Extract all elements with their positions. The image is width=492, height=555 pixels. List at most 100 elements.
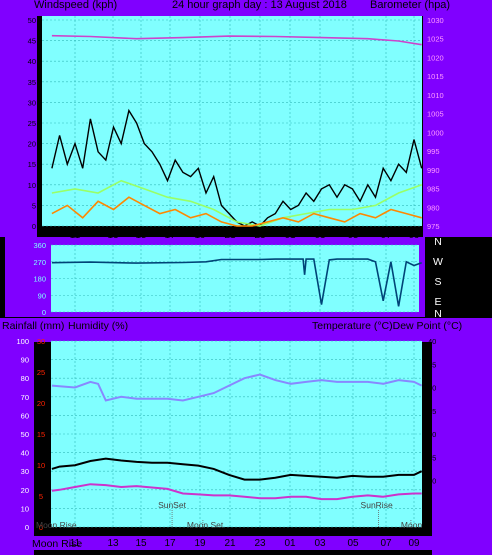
wind-axis-tick: 40 [28, 57, 36, 66]
wind-time-tick: 11 [70, 230, 81, 241]
wind-time-tick: 07 [380, 230, 392, 241]
sunrise-label: SunRise [361, 500, 393, 510]
temp-time-tick: 09 [408, 538, 420, 549]
direction-axis-tick: 0 [42, 308, 46, 317]
moon-right-label: Moon [401, 520, 423, 530]
humidity-axis-tick: 30 [21, 467, 29, 476]
compass-label: N [434, 236, 442, 248]
rain-axis-tick: 5 [39, 492, 43, 501]
compass-label: E [434, 296, 441, 308]
barometer-axis-tick: 1020 [427, 53, 444, 62]
wind-axis-tick: 15 [28, 160, 36, 169]
barometer-axis-tick: 990 [427, 166, 440, 175]
wind-time-tick: 23 [254, 230, 266, 241]
temp-time-tick: 13 [107, 538, 119, 549]
wind-time-tick: 21 [224, 230, 236, 241]
temp-time-tick: 21 [224, 538, 236, 549]
rain-axis-tick: 30 [37, 337, 45, 346]
wind-axis-tick: 45 [28, 37, 36, 46]
humidity-line [51, 373, 423, 402]
wind-time-tick: 05 [347, 230, 359, 241]
direction-axis-tick: 90 [38, 291, 46, 300]
barometer-axis-title: Barometer (hpa) [370, 0, 451, 11]
barometer-line [51, 34, 422, 46]
wind-axis-tick: 5 [32, 201, 36, 210]
wind-time-tick: 15 [135, 230, 147, 241]
humidity-axis-tick: 20 [21, 486, 29, 495]
compass-label: S [434, 276, 441, 288]
rain-axis-tick: 0 [39, 523, 43, 532]
temp-time-tick: 11 [70, 538, 81, 549]
wind-axis-tick: 10 [28, 181, 36, 190]
rain-axis-tick: 20 [37, 399, 45, 408]
barometer-axis-tick: 1025 [427, 35, 444, 44]
wind-axis-tick: 30 [28, 98, 36, 107]
header-strip [0, 0, 492, 9]
temperature-axis-tick: 30 [428, 384, 436, 393]
barometer-axis-tick: 1005 [427, 110, 444, 119]
temperature-axis-tick: 0 [428, 523, 432, 532]
temperature-line [51, 457, 423, 481]
compass-label: W [433, 256, 443, 268]
humidity-axis-tick: 60 [21, 411, 29, 420]
compass-label: N [434, 308, 442, 320]
wind-axis-tick: 25 [28, 119, 36, 128]
wind-time-tick: 17 [164, 230, 176, 241]
barometer-axis-tick: 995 [427, 147, 440, 156]
temperature-axis-tick: 25 [428, 407, 436, 416]
barometer-axis-tick: 1010 [427, 91, 444, 100]
wind-time-tick: 01 [284, 230, 296, 241]
left-purple-band-bottom [0, 334, 34, 555]
graph-date-title: 24 hour graph day : 13 August 2018 [172, 0, 347, 11]
wind_avg-line [51, 179, 422, 227]
temperature-axis-tick: 15 [428, 453, 436, 462]
humidity-axis-tick: 50 [21, 430, 29, 439]
moon-rise-prefix: Moon Rise [32, 538, 83, 550]
rain-axis-tick: 25 [37, 368, 45, 377]
direction-axis-tick: 360 [33, 241, 46, 250]
wind-plot-area [42, 16, 422, 226]
humidity-axis-tick: 40 [21, 449, 29, 458]
temp-time-tick: 03 [314, 538, 326, 549]
moon-rise-label: Moon Rise [36, 520, 77, 530]
wind-time-tick: 13 [107, 230, 119, 241]
temperature-axis-tick: 5 [428, 500, 432, 509]
temp-time-tick: 07 [380, 538, 392, 549]
humidity-axis-tick: 10 [21, 504, 29, 513]
temperature-axis-tick: 35 [428, 360, 436, 369]
humidity-axis-tick: 80 [21, 374, 29, 383]
temp-time-tick: 05 [347, 538, 359, 549]
dew_point-line [51, 483, 422, 501]
right-purple-band-bottom [432, 334, 492, 555]
temp-time-tick: 15 [135, 538, 147, 549]
sunset-label: SunSet [158, 500, 187, 510]
wind-axis-tick: 0 [32, 222, 36, 231]
wind-time-tick: 19 [194, 230, 206, 241]
wind-axis-tick: 50 [28, 16, 36, 25]
humidity-axis-tick: 70 [21, 393, 29, 402]
wind-axis-tick: 20 [28, 140, 36, 149]
rainfall-axis-title: Rainfall (mm) [2, 320, 65, 332]
direction-axis-tick: 270 [33, 258, 46, 267]
barometer-axis-tick: 1030 [427, 16, 444, 25]
right-purple-band-top [423, 9, 492, 237]
wind-time-tick: 09 [408, 230, 420, 241]
temperature-axis-tick: 10 [428, 477, 436, 486]
moon-set-label: Moon Set [187, 520, 224, 530]
humidity-axis-tick: 0 [25, 523, 29, 532]
wind_speed-line [51, 196, 422, 227]
rain-axis-tick: 15 [37, 430, 45, 439]
temperature-axis-title: Temperature (°C)Dew Point (°C) [312, 320, 463, 332]
wind-direction-line [51, 258, 422, 307]
temperature-axis-tick: 40 [428, 337, 436, 346]
barometer-axis-tick: 980 [427, 203, 440, 212]
middle-header-strip [0, 318, 492, 334]
humidity-axis-tick: 100 [16, 337, 29, 346]
top-purple-band [37, 9, 423, 16]
wind-axis-tick: 35 [28, 78, 36, 87]
barometer-axis-tick: 975 [427, 222, 440, 231]
bottom-label-strip [30, 536, 432, 550]
rain-axis-tick: 10 [37, 461, 45, 470]
